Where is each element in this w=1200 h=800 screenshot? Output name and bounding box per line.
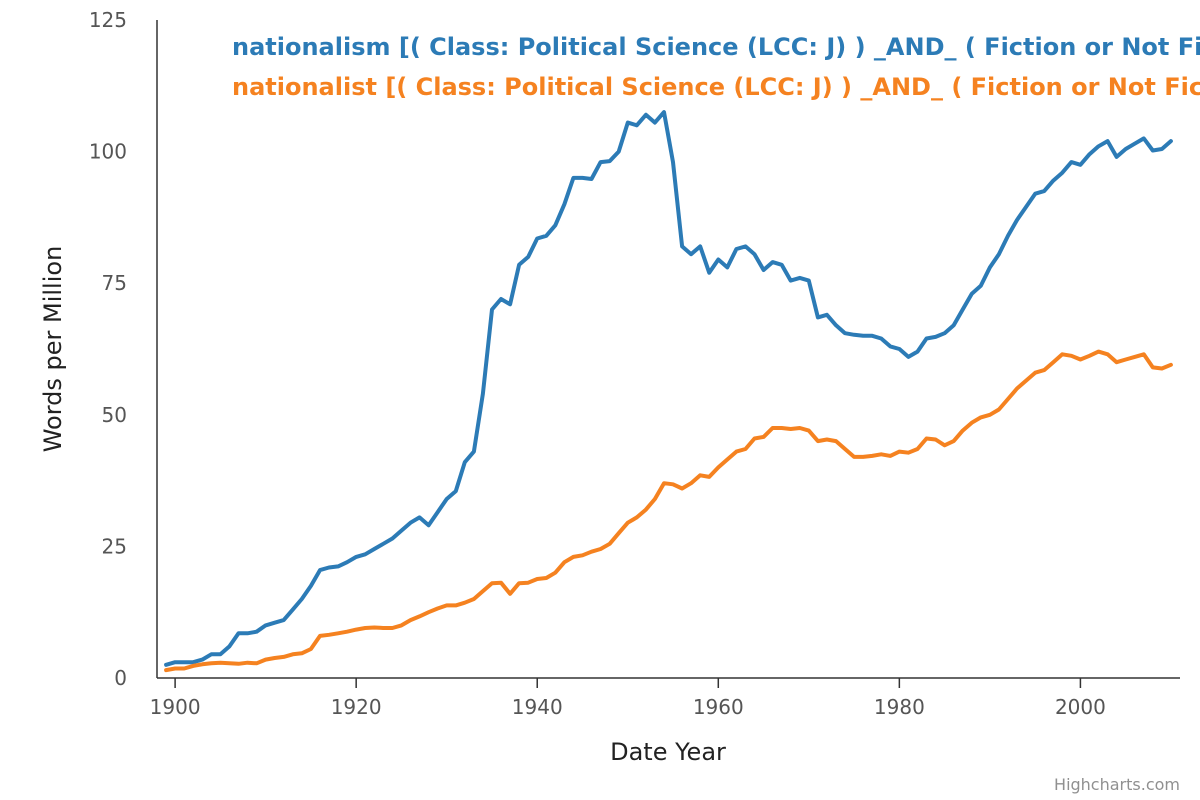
y-tick-label: 50 [102,403,127,427]
x-tick-label: 1960 [693,695,744,719]
y-tick-label: 100 [89,140,127,164]
y-tick-label: 75 [102,271,127,295]
x-axis-ticks: 1900 1920 1940 1960 1980 2000 [150,678,1106,719]
x-tick-label: 1980 [874,695,925,719]
legend[interactable]: nationalism [( Class: Political Science … [232,33,1200,101]
x-tick-label: 2000 [1055,695,1106,719]
x-tick-label: 1920 [331,695,382,719]
y-tick-label: 25 [102,534,127,558]
y-axis-title: Words per Million [39,246,67,453]
x-axis-title: Date Year [610,738,726,766]
series-line-nationalist[interactable] [164,349,1173,673]
y-tick-label: 0 [114,666,127,690]
series-line-nationalism[interactable] [164,110,1173,667]
y-tick-label: 125 [89,8,127,32]
series-layer [164,110,1173,673]
legend-item-nationalist[interactable]: nationalist [( Class: Political Science … [232,73,1200,101]
y-axis-ticks: 0 25 50 75 100 125 [89,8,127,690]
legend-item-nationalism[interactable]: nationalism [( Class: Political Science … [232,33,1200,61]
x-tick-label: 1900 [150,695,201,719]
x-tick-label: 1940 [512,695,563,719]
highcharts-credits[interactable]: Highcharts.com [1054,775,1180,794]
